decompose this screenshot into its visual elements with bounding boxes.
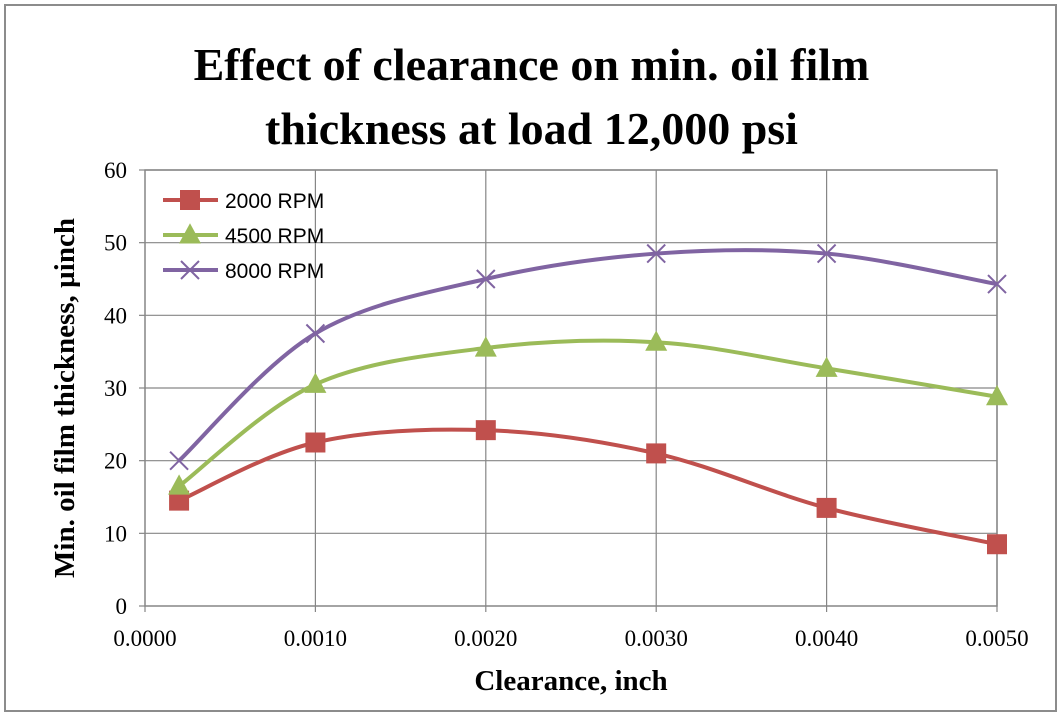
data-point-series-2 xyxy=(986,384,1008,406)
y-tick-label: 40 xyxy=(104,303,127,328)
y-tick-label: 20 xyxy=(104,449,127,474)
data-point-series-3 xyxy=(816,243,837,264)
x-axis-title: Clearance, inch xyxy=(474,665,667,697)
legend-marker-3 xyxy=(180,260,200,280)
x-tick-label: 0.0020 xyxy=(454,626,517,651)
y-tick-label: 30 xyxy=(104,376,127,401)
legend-label-2: 4500 RPM xyxy=(225,225,324,248)
data-point-series-3 xyxy=(987,274,1007,294)
legend-label-1: 2000 RPM xyxy=(225,190,324,213)
y-axis-title: Min. oil film thickness, µinch xyxy=(49,218,81,578)
data-point-series-2 xyxy=(304,372,327,393)
x-tick-label: 0.0040 xyxy=(795,626,858,651)
chart-frame xyxy=(4,4,1057,712)
series-line-1 xyxy=(178,427,998,547)
data-point-series-3 xyxy=(476,269,496,289)
chart-title-line-2: thickness at load 12,000 psi xyxy=(265,103,798,154)
data-point-series-3 xyxy=(169,450,189,471)
legend-marker-1 xyxy=(180,190,200,210)
x-tick-label: 0.0010 xyxy=(284,626,347,651)
data-point-series-3 xyxy=(305,323,326,344)
series-line-3 xyxy=(177,248,998,463)
data-point-series-2 xyxy=(815,356,838,377)
y-tick-label: 10 xyxy=(104,521,127,546)
legend-marker-2 xyxy=(179,223,201,244)
y-tick-label: 50 xyxy=(104,231,127,256)
chart-title-line-1: Effect of clearance on min. oil film xyxy=(193,39,870,90)
data-point-series-1 xyxy=(646,443,667,464)
data-point-series-1 xyxy=(169,490,190,511)
x-tick-label: 0.0050 xyxy=(965,626,1028,651)
legend-label-3: 8000 RPM xyxy=(225,260,324,283)
x-tick-label: 0.0030 xyxy=(625,626,688,651)
data-point-series-1 xyxy=(987,534,1007,555)
data-point-series-1 xyxy=(475,420,496,441)
y-tick-label: 60 xyxy=(104,158,127,183)
data-point-series-3 xyxy=(646,243,666,264)
y-tick-label: 0 xyxy=(116,594,128,619)
series-line-2 xyxy=(177,338,998,488)
data-point-series-2 xyxy=(168,474,191,495)
data-point-series-2 xyxy=(645,330,668,351)
data-point-series-1 xyxy=(816,497,837,518)
data-point-series-1 xyxy=(305,432,326,453)
data-point-series-2 xyxy=(474,336,497,357)
x-tick-label: 0.0000 xyxy=(113,626,176,651)
